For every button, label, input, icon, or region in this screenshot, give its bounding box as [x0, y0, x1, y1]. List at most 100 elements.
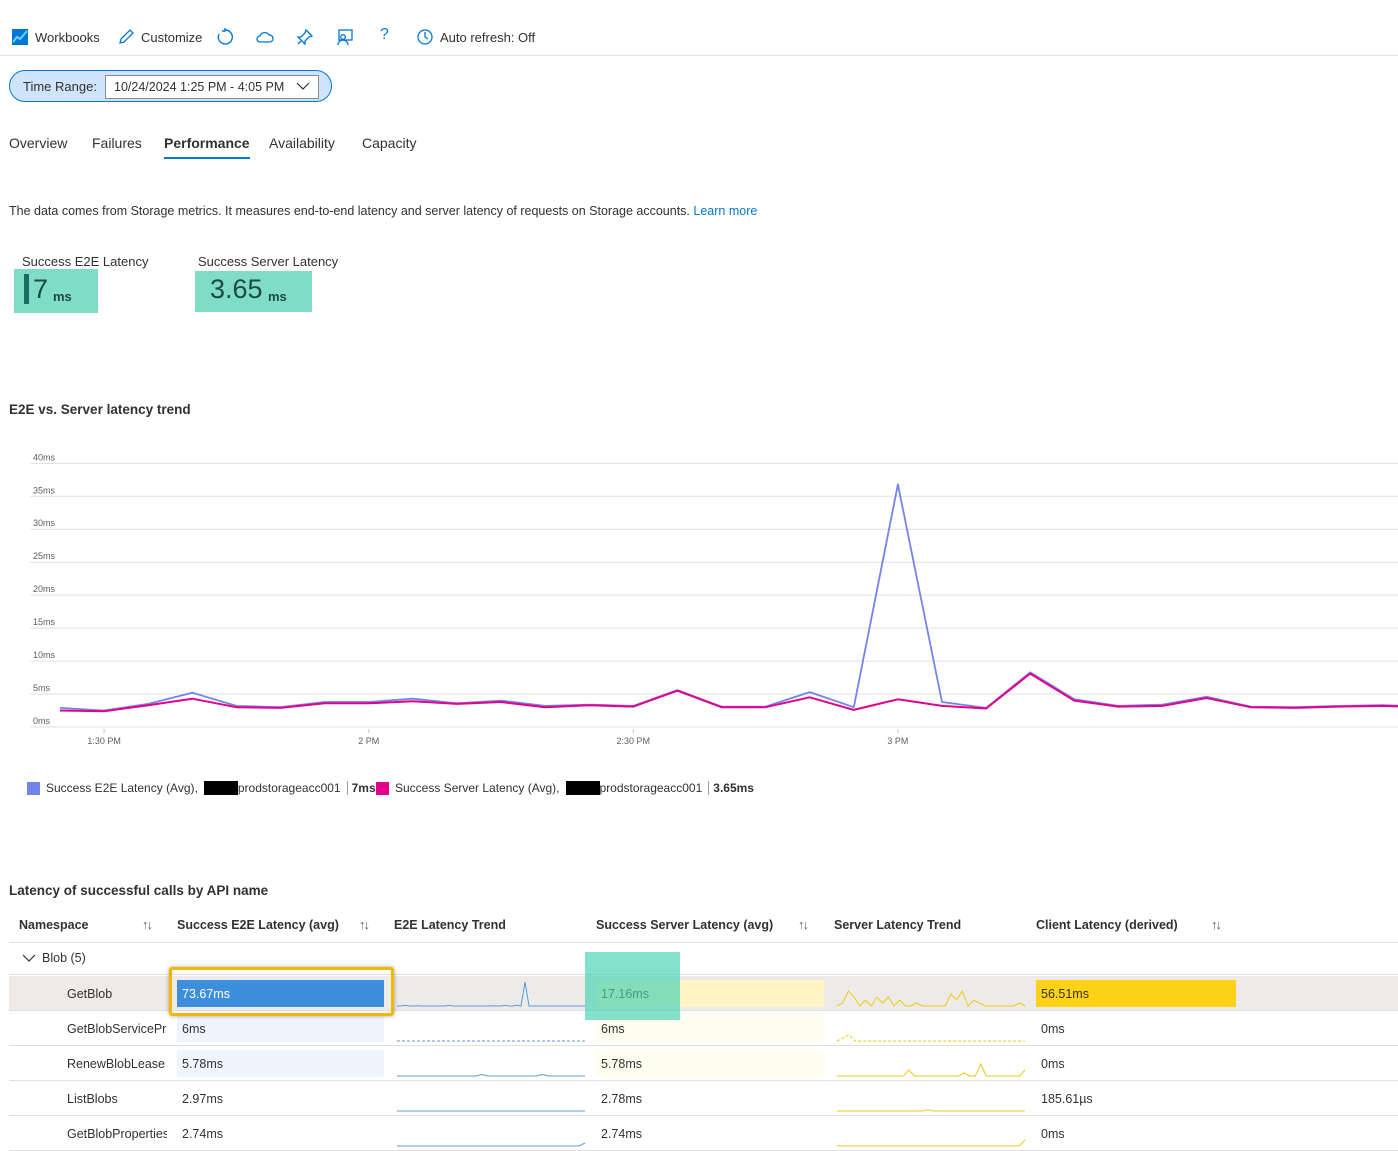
cell-background — [596, 1050, 824, 1077]
header-namespace[interactable]: Namespace — [19, 918, 89, 932]
server-tile-unit: ms — [268, 289, 287, 304]
e2e-tile-title: Success E2E Latency — [22, 254, 149, 269]
description: The data comes from Storage metrics. It … — [9, 204, 757, 218]
auto-refresh-label: Auto refresh: Off — [440, 29, 536, 45]
legend-item-e2e[interactable]: Success E2E Latency (Avg), prodstorageac… — [27, 781, 376, 795]
y-tick-label: 30ms — [33, 518, 56, 528]
sort-icon[interactable]: ↑↓ — [142, 917, 153, 932]
command-bar: Workbooks Customize ? Auto refresh: Off — [0, 22, 1398, 56]
value-bar — [1036, 980, 1236, 1007]
y-tick-label: 35ms — [33, 485, 56, 495]
e2e-sparkline — [397, 1142, 586, 1147]
highlight-overlay — [585, 952, 680, 1020]
group-row-blob[interactable]: Blob (5) — [22, 951, 86, 965]
chevron-down-icon — [296, 82, 310, 90]
api-name: GetBlobServiceProperties — [67, 1022, 167, 1036]
redacted-block — [203, 781, 238, 795]
refresh-icon — [217, 28, 233, 45]
legend-account: prodstorageacc001 — [237, 781, 341, 795]
sparkline-path — [397, 1142, 586, 1147]
header-server-avg[interactable]: Success Server Latency (avg) — [596, 918, 774, 932]
learn-more-link[interactable]: Learn more — [693, 204, 758, 218]
api-name: ListBlobs — [67, 1092, 118, 1106]
highlight-box — [169, 967, 394, 1016]
legend-account: prodstorageacc001 — [599, 781, 703, 795]
cell-value: 0ms — [1041, 1057, 1065, 1071]
pin-button[interactable] — [296, 28, 314, 46]
sort-icon[interactable]: ↑↓ — [359, 917, 370, 932]
customize-button[interactable]: Customize — [117, 28, 202, 46]
cell-value: 0ms — [1041, 1127, 1065, 1141]
y-tick-label: 20ms — [33, 584, 56, 594]
e2e-sparkline — [397, 1110, 585, 1112]
legend-value: 7ms — [346, 781, 376, 795]
redacted-block — [565, 781, 600, 795]
table-row[interactable]: GetBlobProperties 2.74ms 2.74ms 0ms — [9, 1116, 1398, 1150]
cell-background — [177, 1015, 384, 1042]
tab-performance[interactable]: Performance — [164, 135, 250, 159]
table-row[interactable]: ListBlobs 2.97ms 2.78ms 185.61µs — [9, 1081, 1398, 1115]
feedback-button[interactable] — [336, 28, 354, 46]
refresh-button[interactable] — [216, 28, 234, 46]
tab-overview[interactable]: Overview — [9, 135, 68, 151]
auto-refresh-button[interactable]: Auto refresh: Off — [416, 28, 535, 46]
sparkline-path — [397, 981, 585, 1007]
y-tick-label: 10ms — [33, 650, 56, 660]
server-latency-tile[interactable]: 3.65 ms — [195, 271, 312, 312]
e2e-latency-tile[interactable]: 7 ms — [14, 269, 98, 313]
chevron-down-icon[interactable] — [22, 953, 36, 963]
feedback-icon — [337, 29, 353, 46]
tab-availability[interactable]: Availability — [269, 135, 335, 151]
cell-value: 5.78ms — [601, 1057, 642, 1071]
legend-item-server[interactable]: Success Server Latency (Avg), prodstorag… — [376, 781, 754, 795]
y-tick-label: 25ms — [33, 551, 56, 561]
e2e-tile-unit: ms — [53, 289, 72, 304]
x-tick-label: 3 PM — [887, 736, 908, 746]
row-divider — [9, 1010, 1398, 1011]
tile-indicator — [24, 274, 29, 304]
legend-series-name: Success Server Latency (Avg), — [395, 781, 560, 795]
client-latency-cell: 185.61µs — [1036, 1085, 1236, 1112]
header-client[interactable]: Client Latency (derived) — [1036, 918, 1178, 932]
cell-value: 2.97ms — [182, 1092, 223, 1106]
chart-title: E2E vs. Server latency trend — [9, 402, 191, 417]
server-sparkline — [836, 989, 1026, 1007]
history-icon — [417, 29, 433, 45]
help-button[interactable]: ? — [380, 26, 389, 44]
legend-value: 3.65ms — [708, 781, 754, 795]
table-row[interactable]: GetBlobServiceProperties 6ms 6ms 0ms — [9, 1011, 1398, 1045]
workbooks-button[interactable]: Workbooks — [11, 28, 100, 46]
tab-capacity[interactable]: Capacity — [362, 135, 417, 151]
row-divider — [9, 974, 1398, 975]
server-latency-cell: 5.78ms — [596, 1050, 824, 1077]
tab-failures[interactable]: Failures — [92, 135, 142, 151]
client-latency-cell: 0ms — [1036, 1120, 1236, 1147]
row-divider — [9, 1115, 1398, 1116]
server-sparkline — [837, 1062, 1026, 1077]
server-tile-title: Success Server Latency — [198, 254, 339, 269]
latency-trend-chart[interactable]: 40ms 35ms 30ms 25ms 20ms 15ms 10ms 5ms 0ms 1:30 P… — [0, 450, 1398, 760]
pin-icon — [296, 28, 314, 46]
pencil-icon — [119, 29, 134, 44]
server-latency-cell: 6ms — [596, 1015, 824, 1042]
server-sparkline — [837, 1109, 1025, 1112]
server-tile-value: 3.65 — [210, 274, 263, 304]
e2e-tile-value: 7 — [33, 274, 49, 304]
share-button[interactable] — [256, 28, 274, 46]
table-title: Latency of successful calls by API name — [9, 883, 269, 898]
client-latency-cell: 56.51ms — [1036, 980, 1236, 1007]
cell-value: 56.51ms — [1041, 987, 1089, 1001]
e2e-latency-cell: 2.74ms — [177, 1120, 384, 1147]
table-row[interactable]: RenewBlobLease 5.78ms 5.78ms 0ms — [9, 1046, 1398, 1080]
e2e-sparkline — [397, 1073, 585, 1077]
header-e2e-avg[interactable]: Success E2E Latency (avg) — [177, 918, 339, 932]
time-range-dropdown[interactable]: 10/24/2024 1:25 PM - 4:05 PM — [105, 75, 319, 99]
description-text: The data comes from Storage metrics. It … — [9, 204, 690, 218]
header-divider — [9, 942, 1398, 943]
x-tick-label: 1:30 PM — [87, 736, 121, 746]
sort-icon[interactable]: ↑↓ — [798, 917, 809, 932]
cell-value: 2.78ms — [601, 1092, 642, 1106]
sort-icon[interactable]: ↑↓ — [1211, 917, 1222, 932]
time-range-value: 10/24/2024 1:25 PM - 4:05 PM — [114, 80, 285, 94]
e2e-latency-cell: 5.78ms — [177, 1050, 384, 1077]
